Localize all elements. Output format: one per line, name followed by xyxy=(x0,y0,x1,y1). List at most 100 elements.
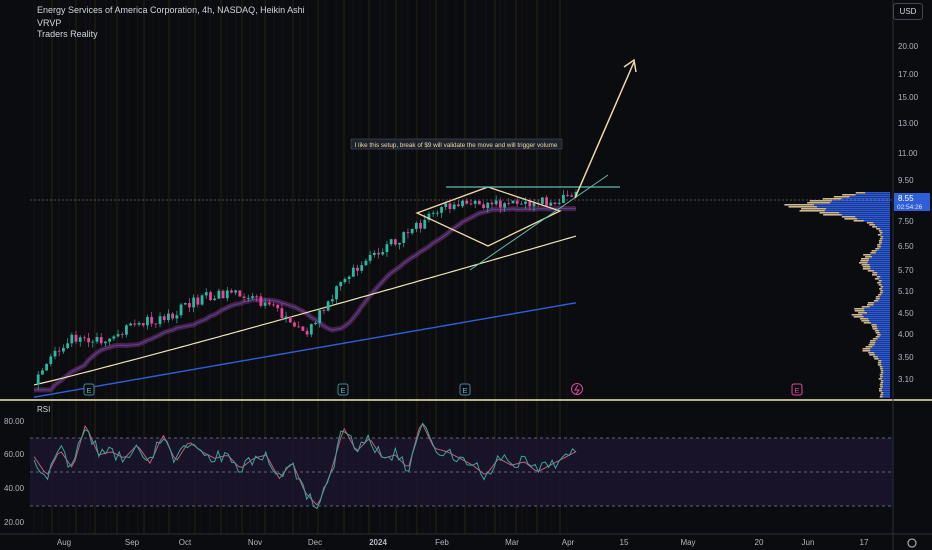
symbol-title[interactable]: Energy Services of America Corporation, … xyxy=(37,5,305,15)
volume-bar-up xyxy=(882,388,890,390)
volume-bar-up xyxy=(864,308,890,310)
time-axis[interactable]: Aug Sep Oct Nov Dec 2024 Feb Mar Apr 15 … xyxy=(57,538,869,547)
candle-body xyxy=(347,276,351,280)
volume-bar-down xyxy=(862,350,871,352)
candle-body xyxy=(171,313,175,319)
volume-bar-down xyxy=(853,220,864,222)
volume-bar-up xyxy=(882,242,890,244)
rsi-tick: 60.00 xyxy=(4,450,25,459)
volume-bar-up xyxy=(879,332,890,334)
currency-button[interactable]: USD xyxy=(893,3,923,20)
volume-bar-up xyxy=(874,302,890,304)
candle-body xyxy=(368,254,372,261)
candle-body xyxy=(318,310,322,323)
volume-bar-up xyxy=(841,214,890,216)
candle-body xyxy=(406,232,410,234)
annotation-box[interactable] xyxy=(350,138,563,150)
candle-body xyxy=(431,212,435,214)
volume-bar-up xyxy=(881,234,890,236)
candle-body xyxy=(234,290,238,293)
dividend-icon[interactable] xyxy=(571,383,583,395)
volume-bar-up xyxy=(872,346,890,348)
volume-bar-down xyxy=(861,264,870,266)
volume-bar-up xyxy=(870,348,890,350)
volume-bar-down xyxy=(862,268,871,270)
indicator-vrvp[interactable]: VRVP xyxy=(37,18,62,28)
candle-body xyxy=(255,296,259,298)
candle-body xyxy=(66,343,70,348)
volume-bar-up xyxy=(881,280,890,282)
rsi-axis[interactable]: 80.00 60.00 40.00 20.00 xyxy=(4,417,25,527)
candle-body xyxy=(557,202,561,204)
volume-bar-down xyxy=(861,306,870,308)
candle-body xyxy=(221,290,225,299)
settings-gear-icon[interactable] xyxy=(907,538,917,548)
volume-bar-down xyxy=(874,358,879,360)
time-tick: Aug xyxy=(57,538,71,547)
volume-bar-up xyxy=(879,296,890,298)
rsi-tick: 20.00 xyxy=(4,518,25,527)
volume-bar-down xyxy=(880,382,884,384)
price-tick: 5.70 xyxy=(898,266,914,275)
volume-bar-down xyxy=(878,294,882,296)
candle-body xyxy=(561,194,565,203)
volume-bar-up xyxy=(855,194,890,196)
volume-bar-up xyxy=(877,226,890,228)
candle-body xyxy=(465,200,469,204)
ma-200 xyxy=(33,235,577,386)
diamond-pattern[interactable] xyxy=(415,186,562,247)
candle-body xyxy=(309,324,313,335)
volume-bar-down xyxy=(784,204,814,206)
earnings-marker[interactable] xyxy=(337,383,349,396)
volume-bar-down xyxy=(870,340,876,342)
volume-bar-down xyxy=(869,224,876,226)
candle-body xyxy=(427,213,431,220)
earnings-marker[interactable] xyxy=(459,383,471,396)
price-axis[interactable]: 20.00 17.00 15.00 13.00 11.00 9.50 7.50 … xyxy=(898,42,919,384)
volume-bar-down xyxy=(877,362,882,364)
volume-bar-up xyxy=(882,368,890,370)
volume-bar-up xyxy=(877,274,890,276)
price-pane[interactable] xyxy=(0,0,893,399)
drawings xyxy=(30,58,893,271)
volume-bar-up xyxy=(832,200,890,202)
candle-body xyxy=(435,212,439,214)
candle-body xyxy=(53,350,57,357)
volume-bar-down xyxy=(879,232,883,234)
time-tick: 20 xyxy=(755,538,764,547)
volume-bar-up xyxy=(825,208,890,210)
volume-bar-down xyxy=(880,236,884,238)
volume-bar-up xyxy=(869,264,890,266)
candle-body xyxy=(297,326,301,328)
volume-bar-up xyxy=(882,390,890,392)
volume-bar-down xyxy=(872,328,878,330)
volume-bar-down xyxy=(801,208,826,210)
volume-bar-down xyxy=(875,248,880,250)
volume-bar-down xyxy=(877,364,882,366)
indicator-traders-reality[interactable]: Traders Reality xyxy=(37,29,98,39)
volume-bar-up xyxy=(881,362,890,364)
event-markers[interactable]: E E E E xyxy=(83,383,803,396)
earnings-marker-label: E xyxy=(462,386,467,395)
volume-bar-down xyxy=(878,280,882,282)
volume-bar-up xyxy=(880,334,890,336)
volume-bar-down xyxy=(871,326,877,328)
candle-body xyxy=(482,204,485,209)
breakout-arrow[interactable] xyxy=(574,61,635,199)
volume-bar-up xyxy=(881,230,890,232)
candle-body xyxy=(469,203,473,205)
volume-bar-down xyxy=(874,278,880,280)
volume-bar-down xyxy=(878,240,882,242)
earnings-marker-future[interactable] xyxy=(791,383,803,396)
earnings-marker[interactable] xyxy=(83,383,95,396)
rsi-title[interactable]: RSI xyxy=(37,405,51,414)
support-trendline[interactable] xyxy=(469,174,609,271)
time-tick: 2024 xyxy=(369,538,387,547)
volume-bar-up xyxy=(872,256,890,258)
volume-bar-down xyxy=(861,320,870,322)
volume-bar-up xyxy=(882,386,890,388)
candle-body xyxy=(356,267,359,271)
volume-bar-down xyxy=(860,260,869,262)
candle-body xyxy=(41,370,44,375)
